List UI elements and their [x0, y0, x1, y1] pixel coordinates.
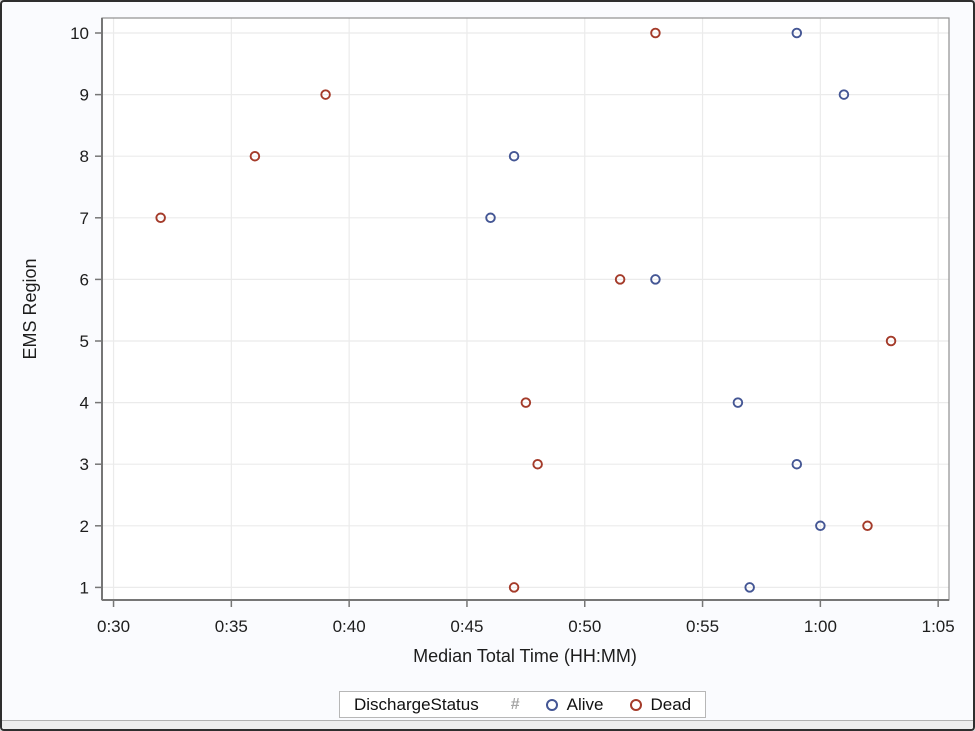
- y-tick-label: 6: [80, 270, 89, 289]
- x-tick-label: 0:55: [686, 617, 719, 636]
- y-tick-label: 8: [80, 147, 89, 166]
- x-tick-label: 0:40: [333, 617, 366, 636]
- plot-canvas: 0:30 0:35 0:40 0:45 0:50 0:55 1:00 1:05 1 2 3 4 5 6 7 8…: [20, 17, 955, 666]
- y-tick-label: 9: [80, 86, 89, 105]
- data-point-alive-region7: [485, 212, 496, 224]
- data-point-dead-region10: [650, 27, 661, 39]
- y-axis-title: EMS Region: [20, 258, 40, 359]
- legend-box: DischargeStatus # Alive Dead: [339, 691, 707, 718]
- x-tick-label: 0:50: [568, 617, 601, 636]
- data-point-alive-region3: [791, 458, 803, 470]
- data-point-alive-region4: [732, 397, 744, 408]
- plot-area: 0:30 0:35 0:40 0:45 0:50 0:55 1:00 1:05 1 2 3 4 5 6 7 8…: [70, 17, 955, 636]
- data-point-dead-region5: [885, 335, 897, 347]
- legend-entry-dead: Dead: [629, 694, 692, 715]
- y-tick-label: 7: [80, 209, 89, 228]
- window-bottom-frame: [2, 720, 973, 729]
- data-point-dead-region3: [532, 458, 543, 470]
- data-point-alive-region6: [650, 274, 661, 285]
- data-point-alive-region2: [815, 520, 826, 532]
- y-tick-label: 4: [80, 394, 89, 413]
- plot-wall: [102, 18, 949, 600]
- x-axis-title: Median Total Time (HH:MM): [413, 646, 637, 666]
- legend-label-alive: Alive: [566, 694, 604, 714]
- data-point-alive-region9: [838, 89, 850, 100]
- x-tick-label: 1:05: [922, 617, 955, 636]
- legend-entry-alive: Alive: [545, 694, 604, 715]
- y-tick-label: 10: [70, 24, 89, 43]
- x-tick-label: 0:30: [97, 617, 130, 636]
- y-tick-label: 3: [80, 455, 89, 474]
- legend-label-dead: Dead: [650, 694, 692, 714]
- y-tick-label: 5: [80, 332, 89, 351]
- data-point-alive-region1: [744, 582, 755, 593]
- data-point-dead-region8: [249, 150, 261, 162]
- data-point-alive-region8: [508, 150, 520, 162]
- dead-marker-icon: [629, 698, 642, 711]
- data-point-dead-region1: [508, 582, 520, 593]
- x-tick-label: 0:35: [215, 617, 248, 636]
- y-tick-label: 2: [80, 517, 89, 536]
- x-tick-label: 0:45: [450, 617, 483, 636]
- data-point-dead-region2: [862, 520, 873, 532]
- data-point-dead-region7: [155, 212, 166, 224]
- alive-marker-icon: [545, 698, 558, 711]
- data-point-dead-region9: [320, 89, 331, 100]
- data-point-dead-region6: [614, 274, 626, 285]
- legend-title: DischargeStatus: [354, 694, 479, 714]
- missing-value-marker-icon: #: [510, 695, 520, 713]
- data-point-dead-region4: [520, 397, 532, 408]
- x-tick-label: 1:00: [804, 617, 837, 636]
- y-tick-label: 1: [80, 578, 89, 597]
- data-point-alive-region10: [791, 27, 803, 39]
